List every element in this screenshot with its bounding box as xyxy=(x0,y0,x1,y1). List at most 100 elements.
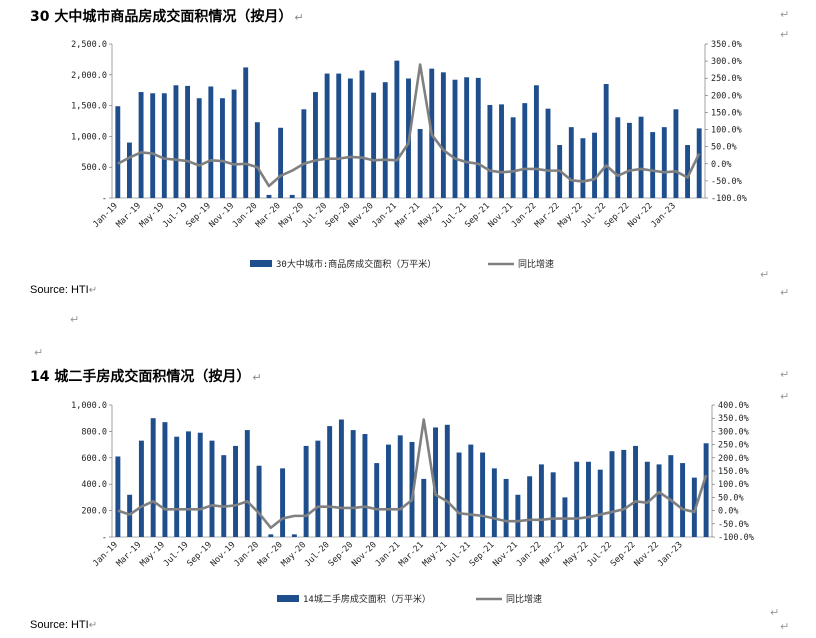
bar xyxy=(150,93,156,198)
bar xyxy=(433,427,438,537)
paragraph-mark: ↵ xyxy=(780,286,790,299)
bar xyxy=(638,116,644,198)
bar xyxy=(324,73,330,198)
bar xyxy=(592,132,597,198)
y-right-tick-label: 400.0% xyxy=(718,401,749,411)
bar xyxy=(394,60,400,198)
bar xyxy=(452,79,458,198)
y-right-tick-label: -50.0% xyxy=(711,177,742,187)
bar xyxy=(464,77,470,198)
y-right-tick-label: -100.0% xyxy=(711,194,747,204)
y-right-tick-label: 0.0% xyxy=(718,507,738,517)
bar xyxy=(527,476,533,537)
y-right-tick-label: 300.0% xyxy=(718,427,749,437)
bar xyxy=(656,464,662,537)
chart1-source: Source: HTI↵ xyxy=(30,284,98,296)
bar xyxy=(138,92,144,198)
y-right-tick-label: 350.0% xyxy=(718,414,749,424)
bar xyxy=(386,444,391,537)
bar xyxy=(350,430,356,537)
x-tick-label: Jul-20 xyxy=(303,540,332,569)
y-right-tick-label: 150.0% xyxy=(718,467,749,477)
bar xyxy=(475,77,481,198)
bar xyxy=(417,129,423,198)
bar xyxy=(115,106,121,198)
bar xyxy=(127,494,133,537)
x-tick-label: Jul-21 xyxy=(444,540,473,569)
y-left-tick-label: 200.0 xyxy=(81,507,107,517)
legend-bar-label: 30大中城市:商品房成交面积（万平米） xyxy=(276,258,436,270)
bar xyxy=(609,451,615,537)
bar xyxy=(615,117,621,198)
bar xyxy=(291,534,297,537)
bar xyxy=(626,122,632,198)
x-tick-label: Sep-22 xyxy=(609,540,638,569)
y-left-tick-label: 800.0 xyxy=(81,427,107,437)
y-left-tick-label: 2,500.0 xyxy=(71,40,107,50)
bar xyxy=(668,455,674,537)
legend-bar-swatch xyxy=(277,595,299,602)
bar xyxy=(338,419,344,537)
bar xyxy=(597,469,603,537)
bar xyxy=(374,463,380,537)
y-right-tick-label: 250.0% xyxy=(711,74,742,84)
bar xyxy=(568,127,574,198)
legend-bar-label: 14城二手房成交面积（万平米） xyxy=(303,593,431,605)
bar xyxy=(421,478,427,537)
bar xyxy=(538,464,544,537)
legend-line-label: 同比增速 xyxy=(506,593,542,605)
yoy-line xyxy=(117,63,701,188)
legend-line-label: 同比增速 xyxy=(518,258,554,270)
y-right-tick-label: -50.0% xyxy=(718,520,749,530)
bar xyxy=(440,72,446,198)
bar xyxy=(696,128,702,198)
y-right-tick-label: 100.0% xyxy=(718,480,749,490)
bar xyxy=(196,98,202,198)
bar xyxy=(545,108,551,198)
bar xyxy=(468,444,474,537)
bar xyxy=(382,82,388,198)
paragraph-mark: ↵ xyxy=(780,8,790,21)
bar xyxy=(550,472,556,537)
bar xyxy=(266,194,272,198)
y-left-tick-label: 500.0 xyxy=(81,163,107,173)
bar xyxy=(409,441,415,537)
yoy-line xyxy=(117,418,708,530)
y-right-tick-label: 350.0% xyxy=(711,40,742,50)
y-left-tick-label: 2,000.0 xyxy=(71,71,107,81)
x-tick-label: Jan-22 xyxy=(515,540,544,569)
x-tick-label: Jul-22 xyxy=(585,540,614,569)
bar xyxy=(691,477,697,537)
bar xyxy=(347,78,353,198)
bar xyxy=(480,452,486,537)
paragraph-mark: ↵ xyxy=(780,368,790,381)
bar xyxy=(220,98,225,198)
bar xyxy=(574,461,580,537)
y-right-tick-label: -100.0% xyxy=(718,533,754,543)
x-tick-label: May-22 xyxy=(562,540,591,569)
y-left-tick-label: 1,000.0 xyxy=(71,132,107,142)
paragraph-mark: ↵ xyxy=(770,606,780,619)
x-tick-label: Nov-20 xyxy=(350,540,379,569)
bar xyxy=(673,109,679,198)
paragraph-mark: ↵ xyxy=(760,268,770,281)
x-tick-label: Nov-19 xyxy=(209,540,238,569)
y-left-tick-label: 1,500.0 xyxy=(71,102,107,112)
x-tick-label: Nov-22 xyxy=(632,540,661,569)
bar xyxy=(209,440,215,537)
y-right-tick-label: 50.0% xyxy=(718,493,744,503)
paragraph-mark: ↵ xyxy=(780,390,790,403)
bar xyxy=(515,494,521,537)
bar xyxy=(586,461,591,537)
bar xyxy=(313,92,318,198)
y-left-tick-label: - xyxy=(102,194,107,204)
bar xyxy=(186,431,191,537)
bar xyxy=(115,456,121,537)
bar xyxy=(315,440,321,537)
bar xyxy=(397,435,403,537)
bar xyxy=(644,461,650,537)
bar xyxy=(603,84,609,198)
bar xyxy=(522,103,528,198)
y-right-tick-label: 0.0% xyxy=(711,160,731,170)
